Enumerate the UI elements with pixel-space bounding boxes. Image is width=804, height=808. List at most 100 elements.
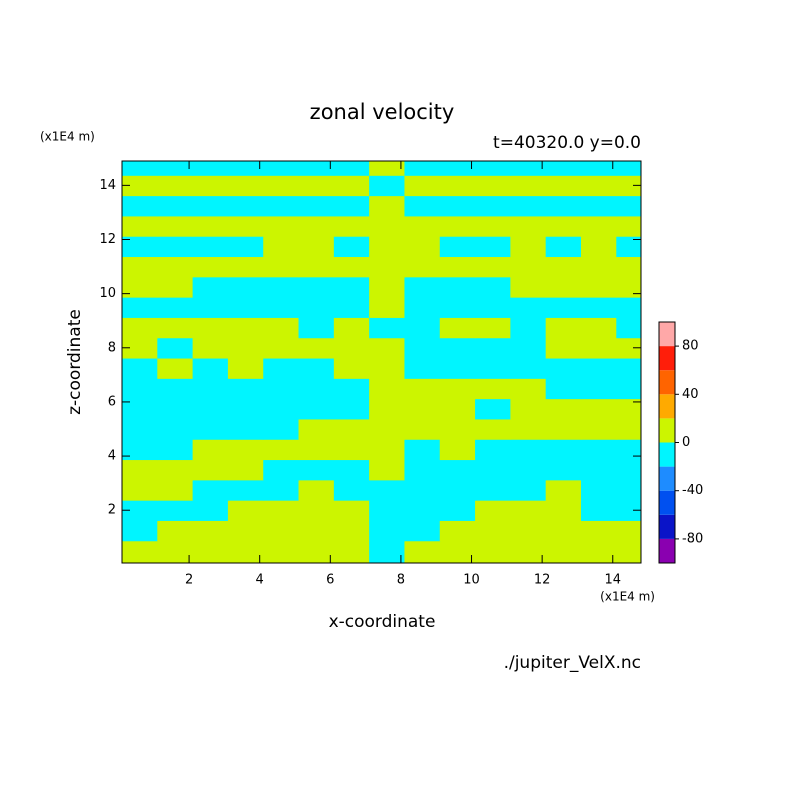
- contour-cell: [439, 175, 476, 197]
- contour-cell: [404, 378, 441, 400]
- contour-cell: [439, 195, 476, 217]
- contour-cell: [157, 459, 194, 481]
- contour-cell: [157, 479, 194, 501]
- contour-cell: [192, 540, 229, 563]
- contour-cell: [263, 215, 300, 237]
- contour-cell: [157, 175, 194, 197]
- contour-cell: [263, 418, 300, 440]
- contour-cell: [475, 195, 511, 217]
- contour-cell: [122, 398, 158, 420]
- contour-cell: [580, 337, 617, 359]
- contour-cell: [439, 337, 476, 359]
- contour-cell: [298, 195, 335, 217]
- contour-cell: [439, 540, 476, 563]
- contour-cell: [263, 276, 300, 298]
- contour-cell: [369, 175, 406, 197]
- contour-cell: [157, 317, 194, 339]
- contour-cell: [333, 500, 370, 521]
- source-label: ./jupiter_VelX.nc: [504, 653, 641, 673]
- contour-cell: [263, 479, 300, 501]
- contour-cell: [192, 276, 229, 298]
- contour-cell: [510, 357, 547, 379]
- contour-cell: [545, 195, 582, 217]
- contour-cell: [333, 215, 370, 237]
- contour-cell: [439, 378, 476, 400]
- contour-cell: [263, 520, 300, 542]
- contour-cell: [157, 337, 194, 359]
- contour-cell: [404, 418, 441, 440]
- contour-cell: [580, 161, 617, 176]
- contour-cell: [545, 276, 582, 298]
- colorbar-band: [659, 490, 675, 515]
- contour-cell: [369, 276, 406, 298]
- contour-cell: [545, 297, 582, 318]
- contour-cell: [545, 256, 582, 278]
- plot-frame: [121, 160, 642, 564]
- colorbar: -80 -40 0 40 80: [658, 321, 703, 564]
- contour-cell: [122, 317, 158, 339]
- contour-cell: [616, 357, 641, 379]
- contour-cell: [580, 500, 617, 521]
- contour-cell: [122, 520, 158, 542]
- contour-cell: [404, 398, 441, 420]
- contour-cell: [616, 520, 641, 542]
- contour-cell: [545, 215, 582, 237]
- colorbar-tick-label: 80: [682, 339, 699, 354]
- y-tick-label: 4: [108, 449, 116, 464]
- contour-cell: [157, 357, 194, 379]
- contour-cell: [580, 418, 617, 440]
- colorbar-band: [659, 442, 675, 467]
- contour-cell: [616, 175, 641, 197]
- colorbar-band: [659, 418, 675, 443]
- contour-cell: [157, 256, 194, 278]
- contour-cell: [227, 398, 264, 420]
- colorbar-band: [659, 322, 675, 347]
- contour-cell: [439, 357, 476, 379]
- contour-cell: [333, 161, 370, 176]
- contour-cell: [227, 520, 264, 542]
- contour-cell: [404, 276, 441, 298]
- contour-cell: [616, 540, 641, 563]
- colorbar-band: [659, 346, 675, 371]
- contour-cell: [157, 540, 194, 563]
- contour-cell: [122, 378, 158, 400]
- contour-cell: [298, 256, 335, 278]
- contour-cell: [333, 540, 370, 563]
- contour-cell: [369, 418, 406, 440]
- y-tick-label: 12: [99, 232, 116, 247]
- contour-cell: [580, 540, 617, 563]
- contour-cell: [227, 479, 264, 501]
- contour-cell: [545, 317, 582, 339]
- contour-cell: [369, 161, 406, 176]
- contour-cell: [404, 459, 441, 481]
- contour-field: [122, 161, 641, 563]
- colorbar-band: [659, 514, 675, 539]
- contour-cell: [298, 317, 335, 339]
- contour-cell: [545, 337, 582, 359]
- contour-cell: [404, 297, 441, 318]
- contour-cell: [580, 236, 617, 258]
- contour-cell: [580, 459, 617, 481]
- contour-cell: [510, 256, 547, 278]
- contour-cell: [510, 175, 547, 197]
- contour-cell: [157, 500, 194, 521]
- contour-cell: [263, 297, 300, 318]
- contour-cell: [510, 500, 547, 521]
- contour-cell: [404, 357, 441, 379]
- contour-cell: [580, 256, 617, 278]
- contour-cell: [227, 195, 264, 217]
- contour-cell: [404, 317, 441, 339]
- contour-cell: [122, 540, 158, 563]
- contour-cell: [227, 540, 264, 563]
- contour-cell: [404, 175, 441, 197]
- contour-cell: [192, 459, 229, 481]
- contour-cell: [545, 479, 582, 501]
- contour-cell: [298, 378, 335, 400]
- contour-cell: [298, 276, 335, 298]
- contour-cell: [157, 215, 194, 237]
- contour-cell: [263, 175, 300, 197]
- contour-cell: [192, 236, 229, 258]
- contour-cell: [439, 256, 476, 278]
- contour-cell: [263, 317, 300, 339]
